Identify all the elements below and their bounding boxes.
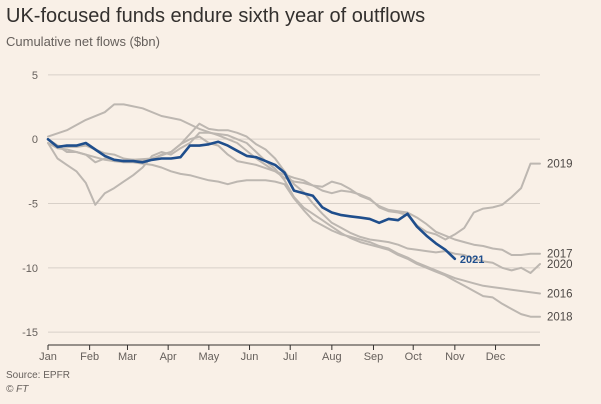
y-tick-label: 0 xyxy=(32,134,38,146)
series-label-2021: 2021 xyxy=(460,254,484,266)
series-line-2021 xyxy=(46,137,457,261)
x-tick-label: May xyxy=(198,351,219,363)
x-tick-label: Apr xyxy=(160,351,177,363)
chart-title: UK-focused funds endure sixth year of ou… xyxy=(6,5,426,27)
series-label-2018: 2018 xyxy=(547,312,573,324)
x-tick-label: Nov xyxy=(445,351,465,363)
series-label-2019: 2019 xyxy=(547,159,573,171)
credit-note: © FT xyxy=(6,384,29,395)
x-tick-label: Jan xyxy=(39,351,57,363)
x-tick-label: Sep xyxy=(364,351,384,363)
series-label-2016: 2016 xyxy=(547,289,573,301)
series-line-2019 xyxy=(47,103,541,241)
y-tick-label: -15 xyxy=(22,327,38,339)
x-tick-label: Jul xyxy=(283,351,297,363)
x-tick-label: Mar xyxy=(118,351,137,363)
source-note: Source: EPFR xyxy=(6,370,70,381)
chart-subtitle: Cumulative net flows ($bn) xyxy=(6,34,160,49)
y-tick-label: -10 xyxy=(22,263,38,275)
x-tick-label: Aug xyxy=(322,351,342,363)
series-line-2018 xyxy=(47,131,541,318)
x-tick-label: Dec xyxy=(486,351,506,363)
series-line-2016 xyxy=(47,142,541,295)
y-tick-label: 5 xyxy=(32,70,38,82)
series-line-2020 xyxy=(47,122,541,274)
series-label-2017: 2017 xyxy=(547,249,573,261)
x-tick-label: Jun xyxy=(241,351,259,363)
series-label-2020: 2020 xyxy=(547,259,573,271)
y-tick-label: -5 xyxy=(28,199,38,211)
x-tick-label: Oct xyxy=(405,351,422,363)
x-tick-label: Feb xyxy=(80,351,99,363)
